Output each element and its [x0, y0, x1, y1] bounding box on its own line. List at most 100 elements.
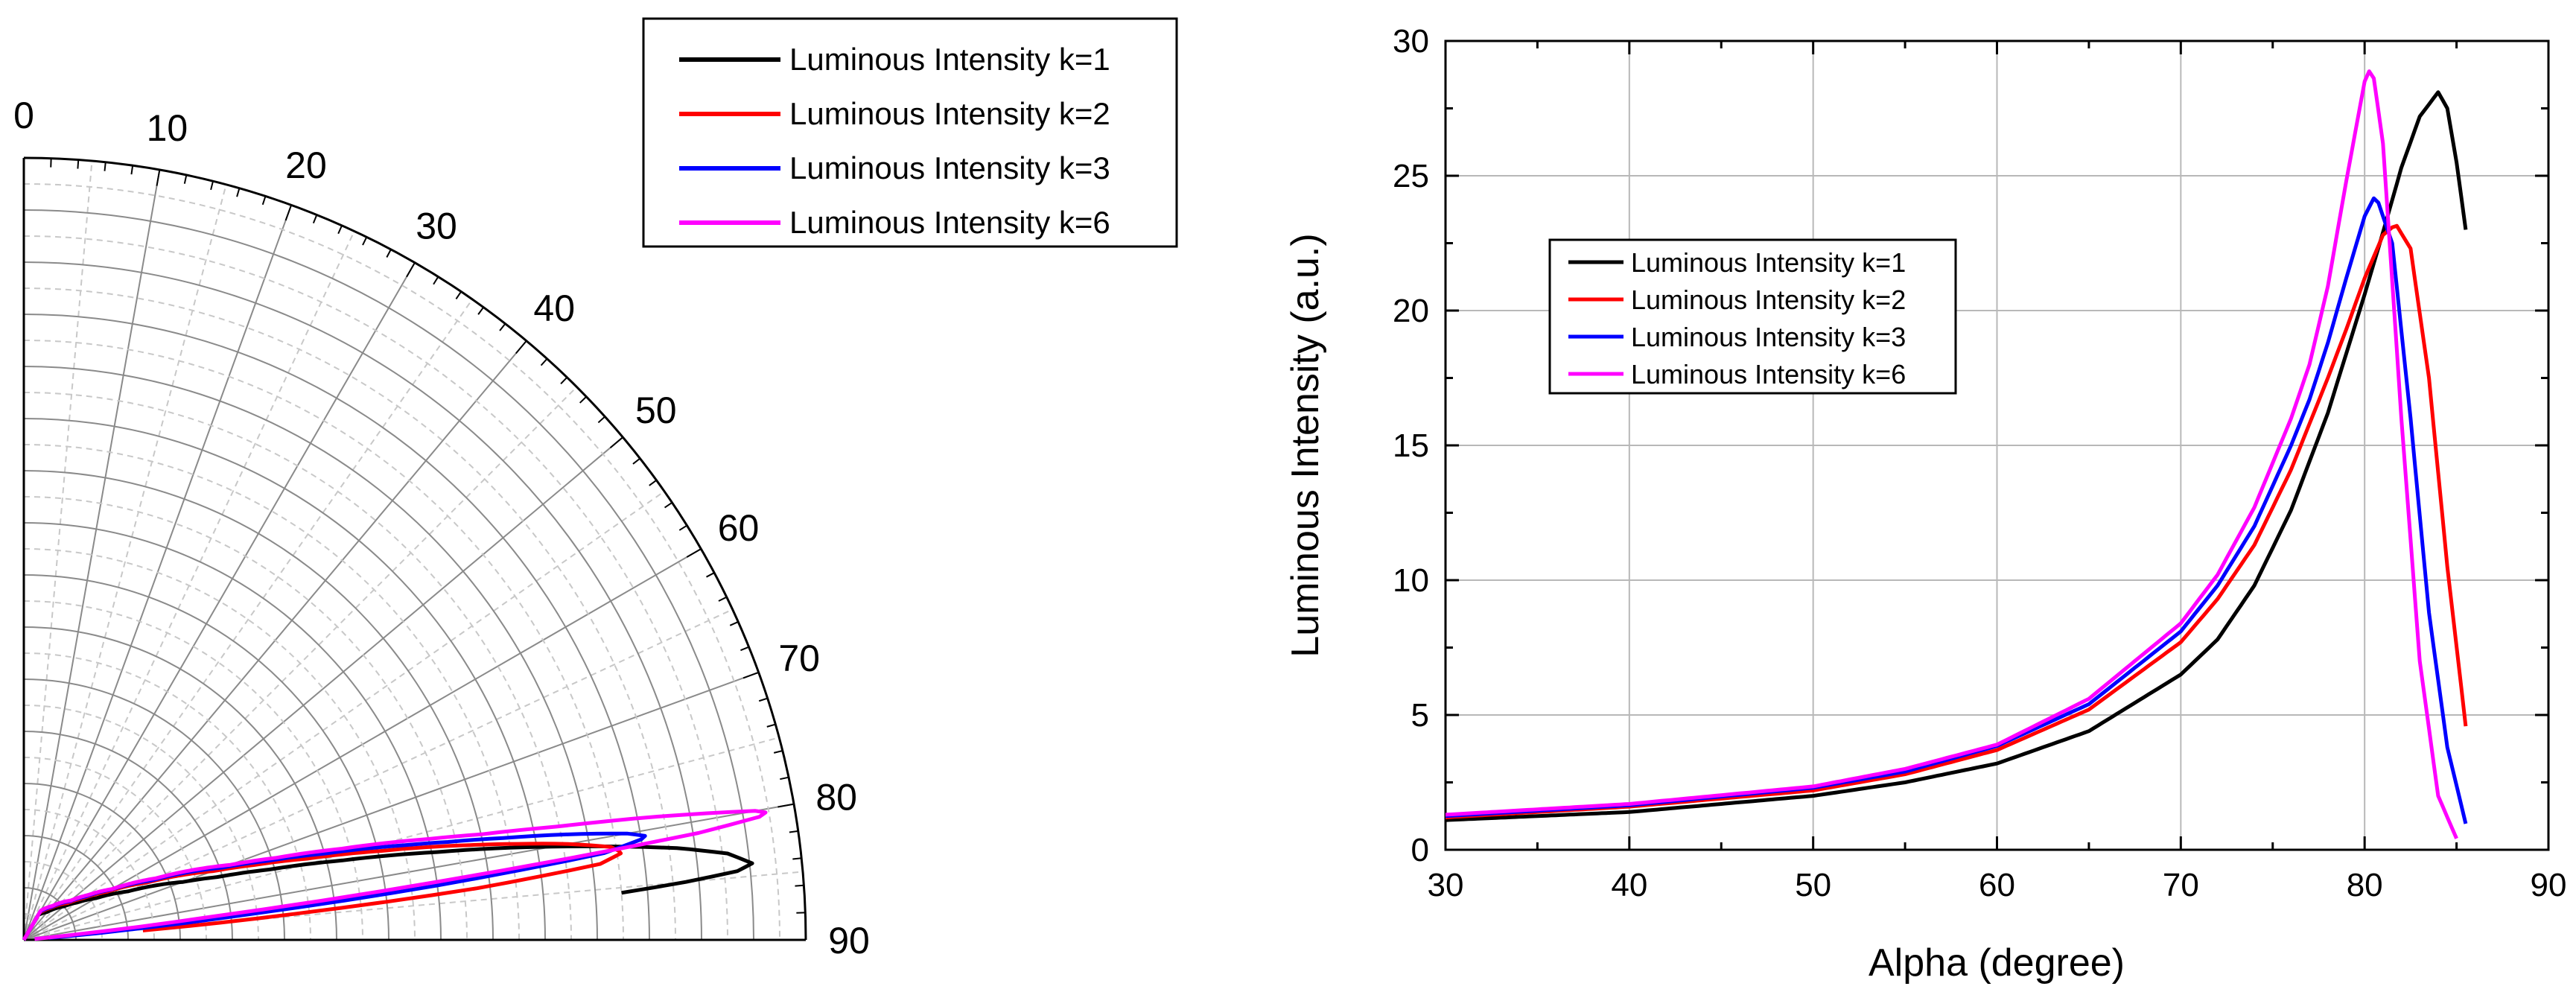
polar-angle-label: 60 — [718, 507, 760, 549]
polar-minor-ring — [23, 548, 416, 941]
polar-tick-mark — [632, 457, 641, 465]
polar-tick-mark — [406, 262, 416, 278]
polar-tick-mark — [706, 572, 715, 578]
polar-tick-mark — [515, 340, 527, 355]
polar-series-line — [22, 844, 754, 941]
polar-tick-mark — [718, 596, 728, 602]
polar-minor-ring — [23, 652, 311, 941]
polar-tick-mark — [597, 416, 605, 424]
polar-minor-ring — [23, 913, 51, 941]
polar-tick-mark — [766, 723, 776, 728]
polar-major-ring — [23, 783, 181, 941]
polar-minor-spoke — [23, 184, 227, 941]
x-tick-label: 90 — [2531, 867, 2567, 903]
line-legend-box — [1548, 238, 1957, 395]
x-tick-label: 60 — [1979, 867, 2015, 903]
line-legend-label: Luminous Intensity k=2 — [1631, 284, 1906, 315]
polar-major-ring — [23, 314, 650, 941]
x-tick-label: 30 — [1428, 867, 1464, 903]
polar-legend-box — [642, 17, 1178, 248]
polar-tick-mark — [777, 803, 795, 808]
line-legend-label: Luminous Intensity k=6 — [1631, 359, 1906, 390]
polar-tick-mark — [686, 548, 702, 558]
polar-tick-mark — [210, 180, 214, 191]
y-tick-label: 0 — [1411, 832, 1429, 868]
series-line — [1445, 69, 2458, 839]
polar-tick-mark — [499, 322, 506, 331]
polar-minor-ring — [23, 705, 259, 941]
polar-tick-mark — [664, 502, 673, 509]
polar-minor-ring — [23, 287, 676, 941]
x-tick-label: 70 — [2163, 867, 2199, 903]
polar-tick-mark — [678, 524, 687, 531]
y-tick-label: 20 — [1393, 293, 1429, 329]
polar-angle-label: 30 — [416, 205, 457, 247]
polar-major-ring — [23, 209, 754, 941]
y-tick-label: 10 — [1393, 562, 1429, 599]
x-tick-label: 80 — [2347, 867, 2383, 903]
polar-minor-ring — [23, 861, 103, 941]
polar-angle-label: 40 — [533, 287, 575, 329]
polar-legend-label: Luminous Intensity k=2 — [789, 96, 1110, 131]
polar-tick-mark — [792, 857, 802, 860]
polar-tick-mark — [386, 249, 392, 258]
polar-chart: 0 10 20 30 40 50 60 70 80 90 Luminous Intensity k… — [13, 17, 1178, 961]
polar-minor-ring — [23, 183, 780, 941]
x-tick-label: 50 — [1795, 867, 1831, 903]
polar-minor-ring — [23, 757, 207, 941]
polar-major-ring — [23, 574, 389, 941]
polar-legend-label: Luminous Intensity k=1 — [789, 42, 1110, 77]
polar-legend-label: Luminous Intensity k=3 — [789, 150, 1110, 185]
line-chart: 30 40 50 60 70 80 90 0 5 10 15 20 25 30 Alpha (degre… — [1284, 23, 2566, 985]
y-tick-label: 5 — [1411, 697, 1429, 734]
polar-series-line — [22, 809, 768, 941]
polar-major-ring — [23, 835, 129, 941]
y-tick-label: 25 — [1393, 158, 1429, 194]
y-tick-label: 15 — [1393, 427, 1429, 464]
polar-major-ring — [23, 470, 494, 941]
x-axis-ticks: 30 40 50 60 70 80 90 — [1428, 41, 2567, 903]
polar-minor-spoke — [23, 490, 665, 941]
polar-tick-mark — [773, 750, 783, 754]
polar-tick-mark — [579, 395, 588, 404]
polar-legend: Luminous Intensity k=1 Luminous Intensity… — [642, 17, 1178, 248]
polar-major-ring — [23, 731, 233, 941]
polar-angle-label: 50 — [635, 390, 677, 431]
polar-angle-label: 0 — [13, 95, 34, 136]
polar-tick-mark — [362, 236, 368, 246]
polar-tick-mark — [104, 162, 106, 171]
polar-tick-mark — [337, 225, 343, 235]
polar-tick-mark — [649, 480, 658, 486]
polar-major-ring — [23, 678, 285, 941]
polar-tick-mark — [433, 276, 439, 285]
polar-angle-label: 70 — [778, 638, 820, 679]
polar-tick-mark — [284, 204, 293, 221]
polar-tick-mark — [77, 159, 80, 169]
polar-tick-mark — [560, 376, 568, 385]
polar-tick-mark — [130, 165, 134, 175]
y-tick-label: 30 — [1393, 23, 1429, 60]
polar-angle-label: 90 — [828, 920, 870, 961]
polar-tick-mark — [789, 830, 798, 833]
polar-tick-mark — [740, 646, 749, 652]
polar-minor-ring — [23, 444, 520, 941]
polar-minor-ring — [23, 392, 572, 941]
line-series-group — [1445, 69, 2468, 839]
line-legend-label: Luminous Intensity k=1 — [1631, 247, 1906, 278]
polar-major-spoke — [23, 262, 416, 941]
y-axis-ticks: 0 5 10 15 20 25 30 — [1393, 23, 2548, 868]
x-axis-label: Alpha (degree) — [1869, 941, 2125, 985]
polar-tick-mark — [312, 214, 318, 223]
polar-tick-mark — [540, 358, 548, 366]
polar-angle-ticks: 0 10 20 30 40 50 60 70 80 90 — [13, 95, 870, 961]
polar-minor-ring — [23, 235, 728, 941]
polar-tick-mark — [477, 306, 484, 315]
line-legend-label: Luminous Intensity k=3 — [1631, 322, 1906, 352]
polar-tick-mark — [758, 697, 768, 702]
polar-tick-mark — [156, 169, 161, 186]
polar-legend-label: Luminous Intensity k=6 — [789, 205, 1110, 240]
polar-tick-mark — [609, 436, 623, 448]
polar-major-ring — [23, 366, 598, 941]
polar-grid — [22, 156, 807, 941]
